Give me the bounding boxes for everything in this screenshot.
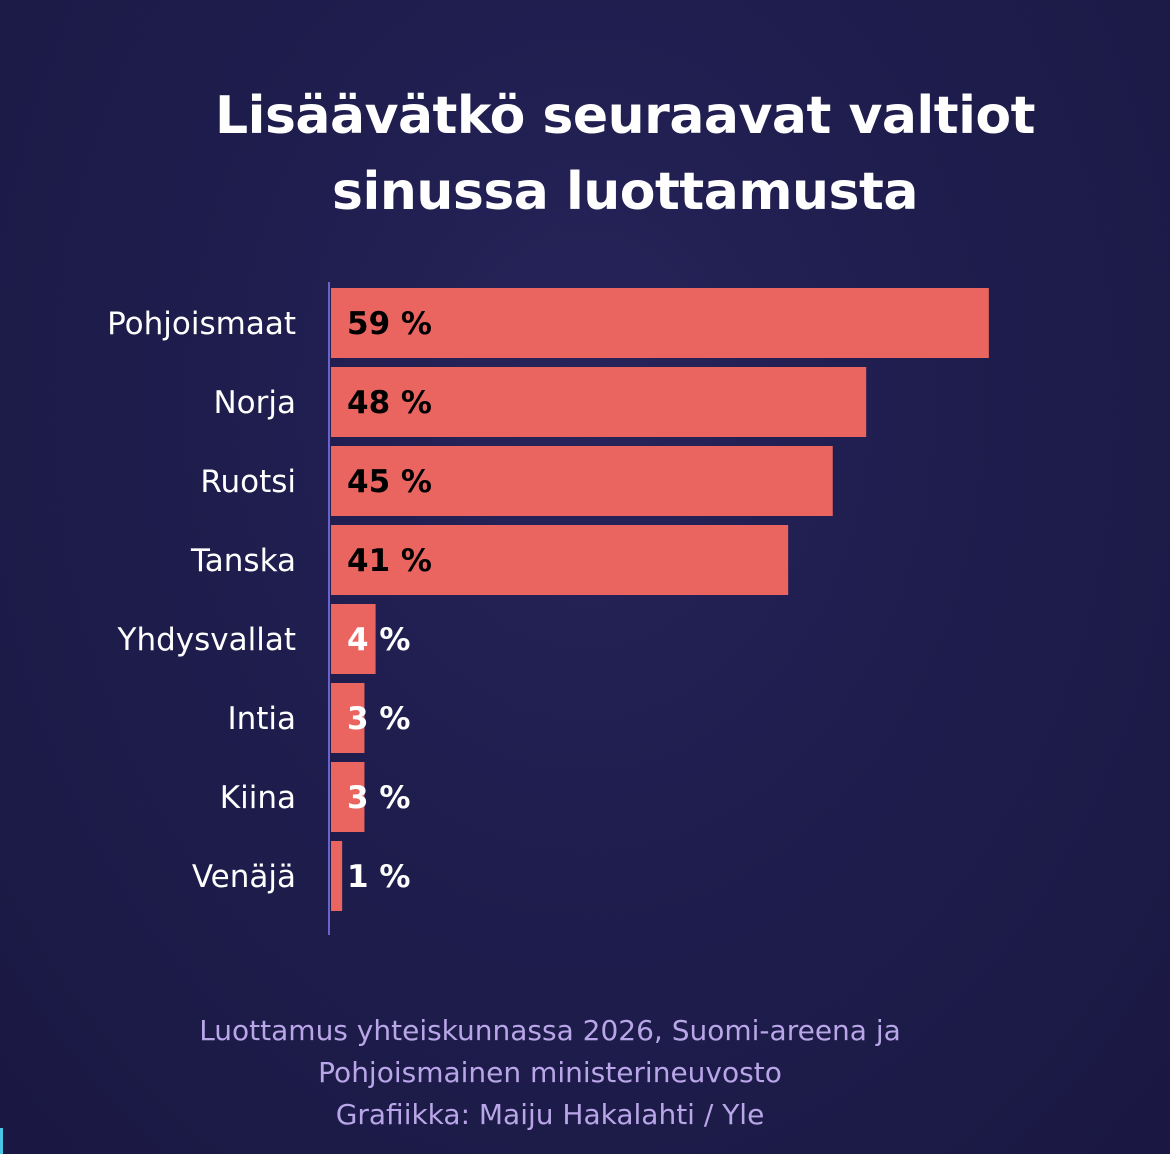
value-label-venäjä: 1 % — [347, 859, 410, 895]
category-label-yhdysvallat: Yhdysvallat — [117, 622, 296, 658]
bar-pohjoismaat — [331, 288, 989, 358]
category-label-tanska: Tanska — [190, 543, 296, 579]
source-line-3: Grafiikka: Maiju Hakalahti / Yle — [335, 1098, 765, 1131]
value-label-tanska: 41 % — [347, 543, 432, 579]
source-line-2: Pohjoismainen ministerineuvosto — [318, 1056, 782, 1089]
bars-layer: Pohjoismaat 59 % Norja 48 % Ruotsi 45 % Tanska… — [107, 288, 989, 911]
value-label-intia: 3 % — [347, 701, 410, 737]
source-line-1: Luottamus yhteiskunnassa 2026, Suomi-are… — [199, 1014, 901, 1047]
chart-title-line-2: sinussa luottamusta — [332, 162, 918, 222]
category-label-kiina: Kiina — [220, 780, 296, 816]
source-note: Luottamus yhteiskunnassa 2026, Suomi-are… — [0, 1010, 1100, 1136]
category-label-pohjoismaat: Pohjoismaat — [107, 306, 296, 342]
edge-accent-mark — [0, 1128, 3, 1154]
bar-yhdysvallat — [331, 604, 376, 674]
bar-ruotsi — [331, 446, 833, 516]
value-label-yhdysvallat: 4 % — [347, 622, 410, 658]
category-label-venäjä: Venäjä — [192, 859, 296, 895]
bar-norja — [331, 367, 867, 437]
category-label-norja: Norja — [213, 385, 296, 421]
bar-venäjä — [331, 841, 343, 911]
chart-title-line-1: Lisäävätkö seuraavat valtiot — [214, 86, 1036, 146]
category-label-intia: Intia — [227, 701, 296, 737]
category-label-ruotsi: Ruotsi — [200, 464, 296, 500]
value-label-pohjoismaat: 59 % — [347, 306, 432, 342]
bar-kiina — [331, 762, 365, 832]
chart-title: Lisäävätkö seuraavat valtiot sinussa luo… — [0, 78, 1170, 230]
bar-tanska — [331, 525, 789, 595]
value-label-kiina: 3 % — [347, 780, 410, 816]
value-label-norja: 48 % — [347, 385, 432, 421]
value-label-ruotsi: 45 % — [347, 464, 432, 500]
bar-intia — [331, 683, 365, 753]
